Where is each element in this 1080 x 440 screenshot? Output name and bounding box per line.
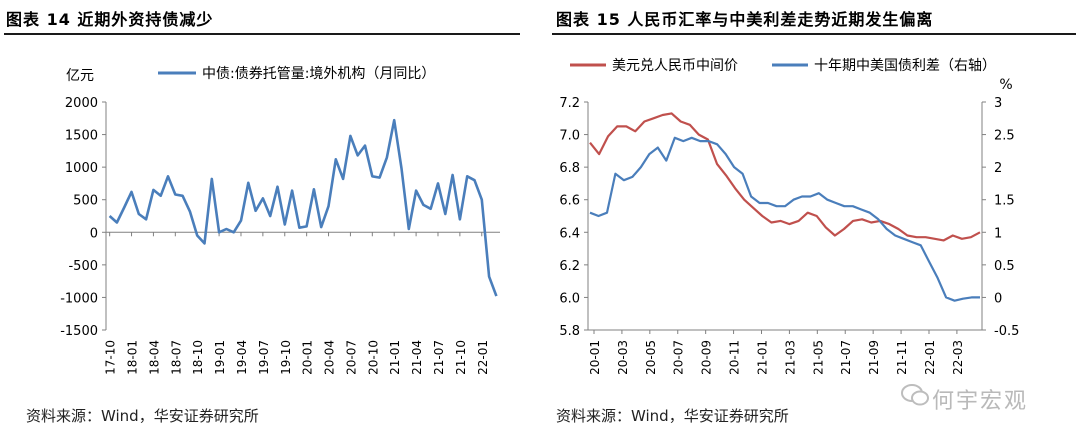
x-tick-label: 21-07 — [432, 340, 446, 375]
x-tick-label: 21-05 — [811, 340, 825, 375]
y-tick-label: -1500 — [60, 324, 98, 339]
right-y-tick-label: 2.5 — [994, 129, 1015, 144]
x-tick-label: 20-05 — [644, 340, 658, 375]
x-tick-label: 22-01 — [476, 340, 490, 375]
x-tick-label: 21-07 — [839, 340, 853, 375]
x-tick-label: 20-07 — [672, 340, 686, 375]
watermark-text: 何宇宏观 — [932, 389, 1029, 414]
x-tick-label: 21-10 — [454, 340, 468, 375]
right-y-tick-label: 0.5 — [994, 259, 1015, 274]
x-tick-label: 21-04 — [410, 340, 424, 375]
x-tick-label: 19-07 — [257, 340, 271, 375]
x-tick-label: 21-03 — [783, 340, 797, 375]
left-y-tick-label: 7.0 — [559, 129, 580, 144]
right-y-tick-label: 2 — [994, 161, 1002, 176]
right-y-tick-label: 0 — [994, 291, 1002, 306]
left-y-tick-label: 5.8 — [559, 324, 580, 339]
x-tick-label: 20-04 — [323, 340, 337, 375]
x-tick-label: 19-04 — [235, 340, 249, 375]
x-tick-label: 21-01 — [755, 340, 769, 375]
x-tick-label: 18-10 — [191, 340, 205, 375]
right-chart: 5.8 6.0 6.2 6.4 6.6 6.8 7.0 7.2 -0.5 0 0.5 1 1.5 2 2.5… — [559, 58, 1019, 375]
y-axis-label: 亿元 — [66, 68, 94, 84]
x-tick-label: 20-03 — [616, 340, 630, 375]
left-y-tick-label: 7.2 — [559, 96, 580, 111]
y-tick-label: 1500 — [65, 129, 98, 144]
right-y-tick-label: 1 — [994, 226, 1002, 241]
x-tick-label: 20-01 — [301, 340, 315, 375]
legend-label: 中债:债券托管量:境外机构（月同比） — [202, 66, 435, 82]
wechat-icon — [901, 384, 929, 406]
x-tick-label: 21-11 — [895, 340, 909, 375]
x-tick-label: 21-01 — [388, 340, 402, 375]
left-title-rule — [4, 33, 520, 35]
left-y-tick-label: 6.2 — [559, 259, 580, 274]
right-y-tick-label: 3 — [994, 96, 1002, 111]
x-tick-label: 21-09 — [867, 340, 881, 375]
x-tick-label: 19-01 — [213, 340, 227, 375]
right-y-tick-label: 1.5 — [994, 194, 1015, 209]
left-y-tick-label: 6.8 — [559, 161, 580, 176]
left-y-tick-label: 6.0 — [559, 291, 580, 306]
left-chart-title: 图表 14 近期外资持债减少 — [6, 10, 214, 29]
y-tick-label: 500 — [73, 194, 98, 209]
x-tick-label: 19-10 — [279, 340, 293, 375]
x-tick-label: 18-01 — [126, 340, 140, 375]
y-tick-label: 2000 — [65, 96, 98, 111]
right-chart-title: 图表 15 人民币汇率与中美利差走势近期发生偏离 — [556, 10, 934, 29]
x-tick-label: 20-01 — [588, 340, 602, 375]
x-tick-label: 20-11 — [728, 340, 742, 375]
right-y-tick-label: -0.5 — [994, 324, 1019, 339]
y-tick-label: 0 — [90, 226, 98, 241]
series-line-usdcny — [589, 112, 981, 242]
y-tick-label: 1000 — [65, 161, 98, 176]
y-tick-label: -1000 — [60, 291, 98, 306]
left-chart: 亿元 -1500 -1000 -500 0 500 1000 1500 2000 17-10 18-… — [60, 66, 500, 375]
series-line-foreign-holdings — [108, 118, 498, 297]
x-tick-label: 22-01 — [923, 340, 937, 375]
right-y-axis-unit: % — [999, 77, 1012, 93]
legend-label-red: 美元兑人民币中间价 — [612, 58, 738, 74]
x-tick-label: 20-09 — [700, 340, 714, 375]
y-tick-label: -500 — [68, 259, 98, 274]
x-tick-label: 20-07 — [344, 340, 358, 375]
left-y-tick-label: 6.6 — [559, 194, 580, 209]
left-y-tick-label: 6.4 — [559, 226, 580, 241]
series-line-cn-us-spread — [589, 136, 980, 302]
x-tick-label: 22-03 — [951, 340, 965, 375]
legend-label-blue: 十年期中美国债利差（右轴） — [814, 58, 996, 74]
x-tick-label: 18-04 — [147, 340, 161, 375]
x-tick-label: 20-10 — [366, 340, 380, 375]
right-source-note: 资料来源：Wind，华安证券研究所 — [556, 407, 789, 425]
right-title-rule — [552, 33, 1076, 35]
x-tick-label: 18-07 — [169, 340, 183, 375]
left-source-note: 资料来源：Wind，华安证券研究所 — [26, 407, 259, 425]
x-tick-label: 17-10 — [104, 340, 118, 375]
